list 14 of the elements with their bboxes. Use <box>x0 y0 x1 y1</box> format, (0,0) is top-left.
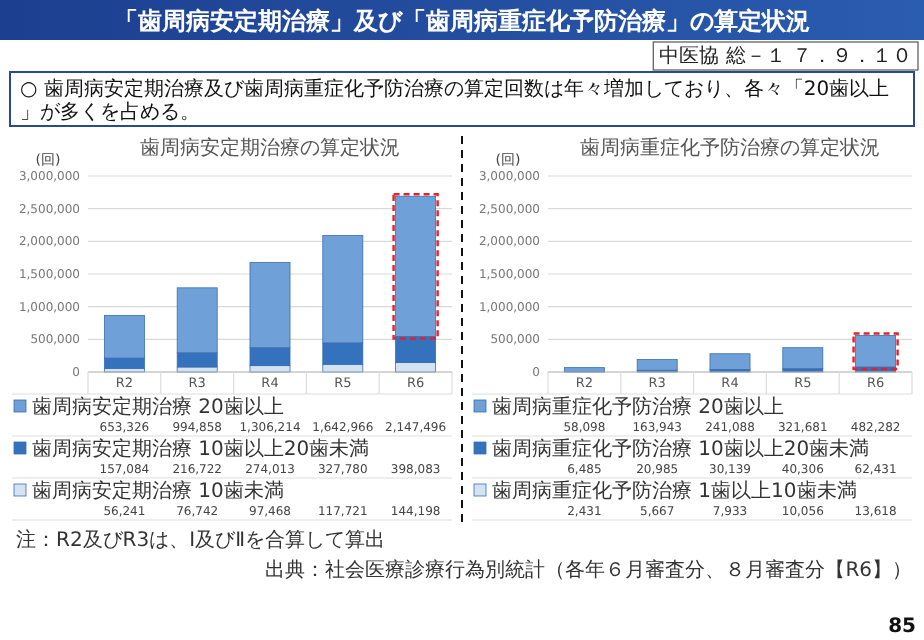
text: 注：R2及びR3は、Ⅰ及びⅡを合算して算出 <box>16 528 385 552</box>
text: 85 <box>888 616 917 638</box>
text: 「歯周病安定期治療」及び「歯周病重症化予防治療」の算定状況 <box>114 7 810 35</box>
legend-label: 歯周病安定期治療 20歯以上 <box>32 395 284 419</box>
text: ○ 歯周病安定期治療及び歯周病重症化予防治療の算定回数は年々増加しており、各々「20歯以上」が多くを占める。 <box>20 77 890 124</box>
text: 中医協 総－１ ７．９．１０ <box>659 44 912 68</box>
legend-label: 歯周病重症化予防治療 10歯以上20歯未満 <box>492 437 870 461</box>
legend-label: 歯周病安定期治療 10歯未満 <box>32 479 284 503</box>
source-note: 出典：社会医療診療行為別統計（各年６月審査分、８月審査分【R6】） <box>265 558 912 582</box>
legend-label: 歯周病重症化予防治療 20歯以上 <box>492 395 784 419</box>
legend-label: 歯周病安定期治療 10歯以上20歯未満 <box>32 437 370 461</box>
legend-label: 歯周病重症化予防治療 1歯以上10歯未満 <box>492 479 857 503</box>
chart-title: 歯周病安定期治療の算定状況 <box>140 136 400 160</box>
chart-title: 歯周病重症化予防治療の算定状況 <box>580 136 880 160</box>
